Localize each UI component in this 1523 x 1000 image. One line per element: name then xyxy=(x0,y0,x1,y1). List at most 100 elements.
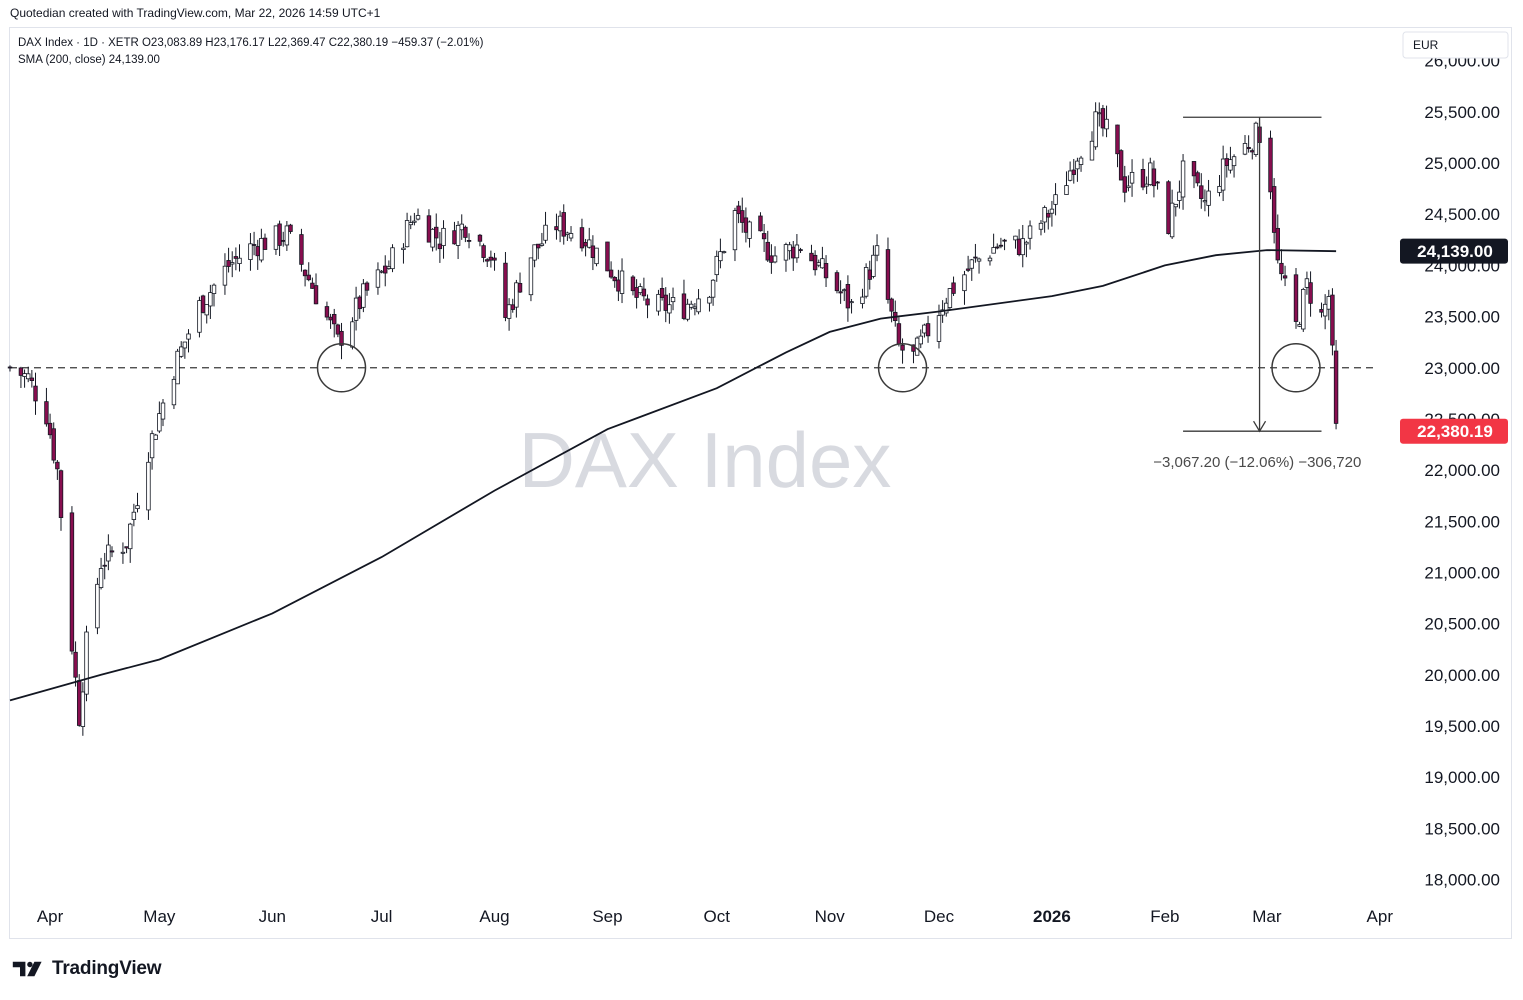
candle-body xyxy=(255,246,260,257)
tradingview-brand[interactable]: TradingView xyxy=(12,958,162,980)
candle-body xyxy=(995,246,1000,249)
candle-body xyxy=(364,282,370,291)
candle-body xyxy=(976,258,982,262)
price-tick-label: 19,000.00 xyxy=(1424,768,1500,787)
candle-body xyxy=(375,269,381,288)
candle-body xyxy=(885,249,891,300)
candle-body xyxy=(823,263,829,279)
sma-value-tag: 24,139.00 xyxy=(1400,238,1508,264)
sma-200-line[interactable] xyxy=(9,249,1337,702)
candle-body xyxy=(594,247,599,265)
candle-body xyxy=(1271,186,1277,233)
circled-lows-layer xyxy=(316,343,1321,393)
candle-body xyxy=(965,268,971,271)
time-tick-label: Dec xyxy=(924,907,955,926)
candle-body xyxy=(1144,183,1149,187)
candle-body xyxy=(459,223,464,231)
price-tick-label: 21,500.00 xyxy=(1424,512,1500,531)
candle-body xyxy=(619,270,625,294)
candle-body xyxy=(1246,146,1251,150)
time-tick-label: 2026 xyxy=(1033,907,1071,926)
candle-body xyxy=(681,293,687,319)
time-axis[interactable]: Apr May Jun Jul Aug Sep Oct Nov Dec 2026 Feb Mar Apr xyxy=(37,907,1394,926)
candle-body xyxy=(251,244,257,246)
measure-label: −3,067.20 (−12.06%) −306,720 xyxy=(1153,454,1361,471)
candle-body xyxy=(98,568,104,588)
price-axis[interactable]: 18,000.00 18,500.00 19,000.00 19,500.00 20,0… xyxy=(1424,52,1500,890)
candle-body xyxy=(506,304,512,319)
last-close-tag: 22,380.19 xyxy=(1400,418,1508,444)
candles-layer xyxy=(7,102,1339,736)
candle-body xyxy=(1177,191,1182,201)
candle-body xyxy=(426,215,432,243)
candle-body xyxy=(77,680,82,726)
candle-body xyxy=(1115,124,1120,155)
candle-body xyxy=(1206,190,1211,206)
legend-ohlc[interactable]: DAX Index · 1D · XETR O23,083.89 H23,176… xyxy=(18,37,484,49)
candle-body xyxy=(106,544,111,562)
candle-body xyxy=(514,282,519,308)
candle-body xyxy=(441,227,446,246)
candle-body xyxy=(204,304,209,316)
candle-body xyxy=(998,244,1004,247)
candle-body xyxy=(1326,296,1331,310)
circled-low-marker[interactable] xyxy=(877,343,928,393)
candle-body xyxy=(29,377,35,381)
brand-text: TradingView xyxy=(52,958,162,979)
candle-body xyxy=(230,262,235,265)
time-tick-label: Sep xyxy=(592,907,622,926)
candle-body xyxy=(503,262,508,318)
candle-body xyxy=(69,512,75,652)
legend-sma[interactable]: SMA (200, close) 24,139.00 xyxy=(18,54,160,66)
candle-body xyxy=(47,422,53,436)
candle-body xyxy=(452,230,457,245)
candle-body xyxy=(299,234,304,265)
measure-tool[interactable] xyxy=(1183,116,1322,433)
candle-body xyxy=(233,256,239,259)
candle-body xyxy=(860,296,865,304)
candle-body xyxy=(350,321,355,348)
last-close-label: 22,380.19 xyxy=(1417,422,1493,441)
candle-body xyxy=(554,226,559,231)
candle-body xyxy=(404,220,410,248)
candle-body xyxy=(273,225,279,250)
candle-body xyxy=(211,284,217,294)
candle-body xyxy=(1148,162,1153,185)
candle-body xyxy=(1093,111,1098,148)
candle-body xyxy=(259,238,264,261)
candle-body xyxy=(153,434,158,440)
circled-low-marker[interactable] xyxy=(316,343,367,393)
candle-body xyxy=(313,285,319,305)
candle-body xyxy=(947,288,953,308)
candle-body xyxy=(51,428,56,461)
candle-body xyxy=(842,289,847,292)
candle-body xyxy=(415,215,421,220)
price-tick-label: 19,500.00 xyxy=(1424,717,1500,736)
candle-body xyxy=(80,691,86,727)
candle-body xyxy=(1067,170,1073,181)
circled-low-marker[interactable] xyxy=(1271,343,1321,393)
candle-body xyxy=(33,385,38,402)
currency-box[interactable]: EUR xyxy=(1402,31,1509,59)
candle-body xyxy=(1049,208,1055,214)
candle-body xyxy=(186,333,191,340)
candle-body xyxy=(1333,350,1339,424)
candle-body xyxy=(944,302,949,314)
candle-body xyxy=(587,239,592,248)
candle-body xyxy=(612,276,617,282)
candle-body xyxy=(1195,172,1200,184)
candle-body xyxy=(1293,274,1299,322)
candle-body xyxy=(608,269,614,278)
candle-body xyxy=(1126,185,1131,189)
time-tick-label: Aug xyxy=(479,907,509,926)
candle-body xyxy=(171,378,177,406)
candle-body xyxy=(477,234,483,242)
candle-body xyxy=(758,215,763,232)
candle-body xyxy=(248,243,253,260)
measure-arrow-icon xyxy=(1253,420,1267,433)
candle-body xyxy=(663,294,668,311)
candle-body xyxy=(769,255,774,263)
candle-body xyxy=(1220,158,1226,191)
candle-body xyxy=(900,344,905,351)
